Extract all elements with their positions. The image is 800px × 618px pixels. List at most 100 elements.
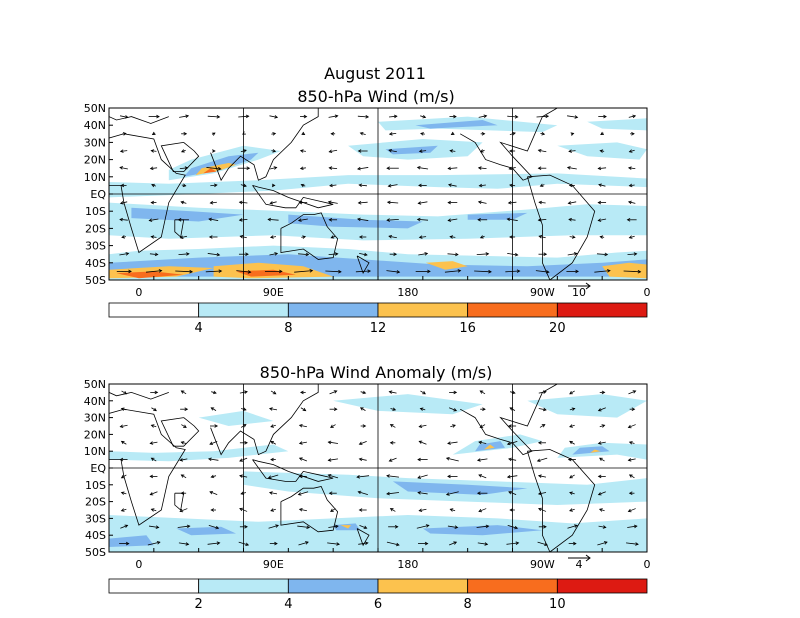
wind-vector [626,542,639,546]
wind-vector [477,166,487,170]
wind-vector [388,148,397,153]
shaded-region [109,535,154,547]
wind-vector [300,114,308,119]
wind-vector [386,218,399,222]
wind-vector [207,252,221,257]
colorbar-swatch [198,578,289,594]
colorbar-label: 4 [284,597,292,612]
wind-vector [358,457,367,462]
wind-vector [537,491,547,496]
wind-vector [329,390,338,395]
wind-vector [359,524,368,529]
shaded-region [527,394,647,418]
coastline [527,174,596,280]
wind-vector [120,440,127,445]
wind-panel: 850-hPa Wind (m/s) 50N 40N 30N 20N 10N EQ 10S 2… [84,87,651,336]
wind-vector [449,508,456,512]
wind-vector [388,457,397,462]
wind-vector [627,458,636,462]
wind-vector [478,508,487,513]
wind-vector [598,114,607,119]
wind-vector [628,183,635,188]
coastline [109,133,186,254]
wind-vector [478,440,487,445]
wind-vector [447,200,458,205]
wind-vector [207,115,221,119]
wind-vector [449,235,456,239]
wind-vector [270,390,277,395]
wind-vector [599,457,605,462]
wind-vector [598,525,607,529]
wind-vector [208,524,220,530]
wind-vector [177,524,191,529]
wind-vector [211,132,216,136]
wind-vector [120,524,129,529]
wind-vector [330,424,336,428]
lon-label: 90E [263,558,284,571]
wind-vector [179,235,188,239]
shaded-region [131,207,244,222]
wind-vector [207,457,219,462]
wind-vector [537,148,547,153]
wind-vector [119,166,128,170]
wind-vector [119,149,128,153]
coastline [210,108,319,182]
grid-lines [109,384,647,552]
wind-vector [389,252,398,256]
wind-vector [358,235,367,239]
lon-label: 0 [135,558,142,571]
coastline [356,255,370,275]
wind-vector [358,508,367,512]
wind-vector [210,508,217,512]
wind-vector [179,114,190,118]
lat-label: 30S [85,240,106,253]
shaded-region [203,168,217,174]
wind-vector [208,235,218,239]
wind-vector [479,424,486,428]
coastline [252,185,334,209]
wind-vector [417,474,428,479]
lat-label: 50N [84,378,106,391]
wind-vector [628,390,637,395]
wind-vector [450,424,456,428]
wind-vector [386,200,399,205]
lat-label: 30N [84,412,106,425]
wind-vector [209,440,218,445]
wind-vector [476,491,488,495]
wind-vector [537,166,547,170]
wind-vector [569,390,575,395]
wind-vector [271,149,277,153]
lat-label: 20N [84,154,106,167]
wind-vector [119,217,128,222]
wind-vector [209,491,218,496]
wind-vector [596,252,609,257]
reference-vector: 10 [568,282,591,299]
reference-vector: 4 [568,554,591,571]
wind-vector [148,525,160,529]
wind-vector [540,131,546,136]
wind-vector [207,541,221,545]
wind-vector [181,132,188,136]
colorbar-label: 2 [195,597,203,612]
wind-vector [568,217,576,222]
wind-vector [450,131,455,136]
colorbar-label: 4 [195,321,203,336]
wind-vector [327,458,339,462]
wind-vector [419,407,426,411]
wind-vector [474,269,492,274]
wind-vector [420,390,426,395]
wind-vector [298,474,307,479]
wind-vector [149,491,158,496]
coastline [280,212,339,260]
wind-vector [448,407,458,412]
wind-vector [569,235,576,239]
wind-vector [298,424,307,428]
colorbar-swatch [287,302,379,318]
wind-vector [415,269,431,274]
wind-vector [627,508,636,513]
wind-vector [298,508,307,512]
wind-vector [569,474,575,479]
coastline [460,108,558,181]
wind-vector [181,183,187,188]
wind-vector [299,149,306,153]
